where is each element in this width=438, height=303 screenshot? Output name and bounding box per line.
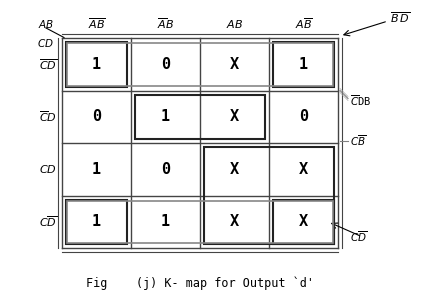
Text: X: X bbox=[230, 214, 239, 229]
Text: X: X bbox=[299, 162, 308, 177]
Text: 0: 0 bbox=[161, 57, 170, 72]
Text: $\overline{C}\overline{D}$: $\overline{C}\overline{D}$ bbox=[39, 57, 57, 72]
Text: $\overline{B}\,\overline{D}$: $\overline{B}\,\overline{D}$ bbox=[390, 11, 410, 25]
Bar bbox=[67, 43, 333, 85]
Text: $C\overline{D}$: $C\overline{D}$ bbox=[350, 229, 367, 244]
Bar bbox=[273, 42, 334, 86]
Bar bbox=[66, 199, 127, 244]
Text: 1: 1 bbox=[92, 57, 101, 72]
Text: 0: 0 bbox=[161, 162, 170, 177]
Text: $CD$: $CD$ bbox=[37, 37, 54, 49]
Text: 0: 0 bbox=[299, 109, 308, 124]
Text: $\overline{C}D$: $\overline{C}D$ bbox=[39, 109, 57, 124]
Text: $AB$: $AB$ bbox=[38, 18, 54, 30]
Text: X: X bbox=[230, 57, 239, 72]
Bar bbox=[135, 95, 265, 139]
Text: $\overline{A}\overline{B}$: $\overline{A}\overline{B}$ bbox=[88, 17, 106, 31]
Text: $\overline{A}B$: $\overline{A}B$ bbox=[157, 17, 174, 32]
Text: 0: 0 bbox=[92, 109, 101, 124]
Text: 1: 1 bbox=[299, 57, 308, 72]
Text: $C\overline{D}$: $C\overline{D}$ bbox=[39, 215, 57, 229]
Text: $CD$: $CD$ bbox=[39, 163, 57, 175]
Text: 1: 1 bbox=[92, 162, 101, 177]
Text: $AB$: $AB$ bbox=[226, 18, 243, 30]
Text: 1: 1 bbox=[161, 109, 170, 124]
Text: 1: 1 bbox=[161, 214, 170, 229]
Text: 1: 1 bbox=[92, 214, 101, 229]
Text: X: X bbox=[230, 109, 239, 124]
Text: X: X bbox=[230, 162, 239, 177]
Bar bbox=[67, 201, 333, 243]
Text: $C\overline{B}$: $C\overline{B}$ bbox=[350, 134, 366, 148]
Text: $A\overline{B}$: $A\overline{B}$ bbox=[295, 17, 312, 32]
Bar bbox=[66, 42, 127, 86]
Text: $\overline{C}$DB: $\overline{C}$DB bbox=[350, 93, 371, 108]
Bar bbox=[204, 147, 334, 244]
Bar bbox=[273, 199, 334, 244]
Text: X: X bbox=[299, 214, 308, 229]
Text: Fig    (j) K- map for Output `d': Fig (j) K- map for Output `d' bbox=[86, 276, 314, 290]
